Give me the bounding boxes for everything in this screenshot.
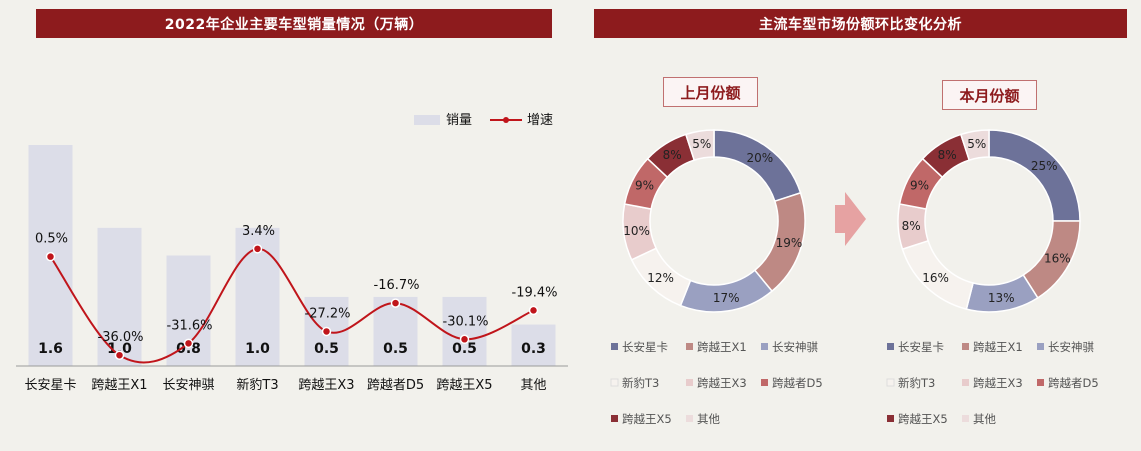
last-donut-slice-label-4: 10% (623, 224, 650, 238)
last-month-share-title: 上月份额 (663, 77, 758, 107)
sales-bar-6 (442, 296, 487, 366)
last-donut-slice-label-7: 5% (692, 137, 711, 151)
this-donut-slice-label-0: 25% (1031, 159, 1058, 173)
this-donut-slice-label-4: 8% (902, 219, 921, 233)
last-donut-slice-label-1: 19% (776, 236, 803, 250)
last-donut-legend-label-6: 跨越王X5 (622, 412, 672, 426)
last-donut-legend-label-1: 跨越王X1 (697, 340, 747, 354)
last-donut-legend-swatch-2 (761, 343, 768, 350)
donut-section-title: 主流车型市场份额环比变化分析 (594, 9, 1127, 38)
category-label-1: 跨越王X1 (91, 378, 147, 393)
last-donut-legend-swatch-6 (611, 415, 618, 422)
bar-chart-title: 2022年企业主要车型销量情况（万辆） (36, 9, 552, 38)
this-donut-legend-swatch-0 (887, 343, 894, 350)
this-donut-slice-7 (959, 129, 990, 162)
sales-value-label-1: 1.0 (107, 341, 132, 357)
sales-value-label-2: 0.8 (176, 341, 201, 357)
category-label-5: 跨越者D5 (367, 378, 424, 393)
sales-value-label-5: 0.5 (383, 341, 408, 357)
category-label-0: 长安星卡 (24, 378, 76, 393)
legend-bar-label: 销量 (446, 113, 472, 128)
this-donut-legend-label-1: 跨越王X1 (973, 340, 1023, 354)
growth-point-4 (321, 326, 332, 337)
last-donut-legend-label-5: 跨越者D5 (772, 376, 823, 390)
last-donut-legend-swatch-7 (686, 415, 693, 422)
this-donut-legend-label-0: 长安星卡 (898, 340, 944, 354)
growth-value-label-6: -30.1% (443, 314, 489, 329)
this-donut-legend-label-6: 跨越王X5 (898, 412, 948, 426)
this-donut-slice-label-1: 16% (1044, 252, 1071, 266)
this-donut-slice-label-3: 16% (922, 271, 949, 285)
this-donut-legend-label-7: 其他 (973, 412, 996, 426)
last-donut-slice-label-2: 17% (713, 291, 740, 305)
this-month-share-title: 本月份额 (942, 80, 1037, 110)
last-donut-slice-label-6: 8% (663, 148, 682, 162)
growth-point-5 (390, 298, 401, 308)
category-label-3: 新豹T3 (236, 377, 278, 393)
growth-point-1 (114, 350, 125, 360)
last-donut-slice-label-5: 9% (635, 179, 654, 193)
transition-arrow-icon (835, 192, 866, 246)
last-donut-legend-swatch-1 (686, 343, 693, 350)
growth-value-label-0: 0.5% (35, 232, 68, 247)
this-donut-legend-swatch-2 (1037, 343, 1044, 350)
this-donut-legend-label-2: 长安神骐 (1048, 340, 1094, 354)
last-donut-legend-swatch-4 (686, 379, 693, 386)
last-donut-slice-7 (684, 129, 715, 162)
growth-point-0 (45, 251, 56, 262)
legend-bar-swatch (414, 115, 440, 125)
sales-bar-7 (511, 324, 556, 366)
growth-point-2 (183, 338, 194, 349)
last-donut-slice-label-3: 12% (647, 271, 674, 285)
category-label-2: 长安神骐 (162, 378, 214, 393)
growth-value-label-1: -36.0% (98, 330, 144, 345)
sales-value-label-6: 0.5 (452, 341, 477, 357)
growth-value-label-2: -31.6% (167, 318, 213, 333)
category-label-4: 跨越王X3 (298, 378, 354, 393)
this-donut-legend-swatch-1 (962, 343, 969, 350)
last-donut-legend-label-0: 长安星卡 (622, 340, 668, 354)
last-donut-legend-label-3: 新豹T3 (622, 376, 659, 390)
this-donut-slice-label-7: 5% (967, 137, 986, 151)
last-donut-legend-label-4: 跨越王X3 (697, 376, 747, 390)
last-donut-legend-label-7: 其他 (697, 412, 720, 426)
growth-point-7 (528, 305, 539, 316)
this-donut-legend-label-4: 跨越王X3 (973, 376, 1023, 390)
this-donut-slice-label-6: 8% (938, 148, 957, 162)
category-label-6: 跨越王X5 (436, 378, 492, 393)
last-donut-legend-label-2: 长安神骐 (772, 340, 818, 354)
last-donut-legend-swatch-3 (610, 378, 619, 387)
sales-bar-1 (97, 227, 142, 366)
this-donut-legend-label-5: 跨越者D5 (1048, 376, 1099, 390)
this-donut-legend-swatch-7 (962, 415, 969, 422)
last-donut-slice-0 (713, 129, 802, 203)
sales-value-label-7: 0.3 (521, 341, 546, 357)
sales-value-label-0: 1.6 (38, 341, 63, 357)
growth-point-3 (252, 244, 263, 254)
this-donut-legend-swatch-5 (1037, 379, 1044, 386)
growth-value-label-5: -16.7% (374, 278, 420, 293)
this-donut-legend-label-3: 新豹T3 (898, 376, 935, 390)
growth-value-label-4: -27.2% (305, 306, 351, 321)
growth-value-label-7: -19.4% (512, 285, 558, 300)
legend-line-marker (503, 117, 509, 123)
category-label-7: 其他 (520, 378, 546, 393)
sales-value-label-4: 0.5 (314, 341, 339, 357)
last-donut-legend-swatch-0 (611, 343, 618, 350)
this-donut-slice-0 (988, 129, 1081, 222)
legend-line-label: 增速 (527, 113, 553, 128)
last-donut-slice-label-0: 20% (747, 151, 774, 165)
sales-value-label-3: 1.0 (245, 341, 270, 357)
this-donut-legend-swatch-3 (886, 378, 895, 387)
growth-value-label-3: 3.4% (242, 224, 275, 239)
last-donut-legend-swatch-5 (761, 379, 768, 386)
this-donut-slice-label-5: 9% (910, 179, 929, 193)
this-donut-legend-swatch-4 (962, 379, 969, 386)
this-donut-legend-swatch-6 (887, 415, 894, 422)
growth-point-6 (459, 334, 470, 345)
this-donut-slice-label-2: 13% (988, 291, 1015, 305)
